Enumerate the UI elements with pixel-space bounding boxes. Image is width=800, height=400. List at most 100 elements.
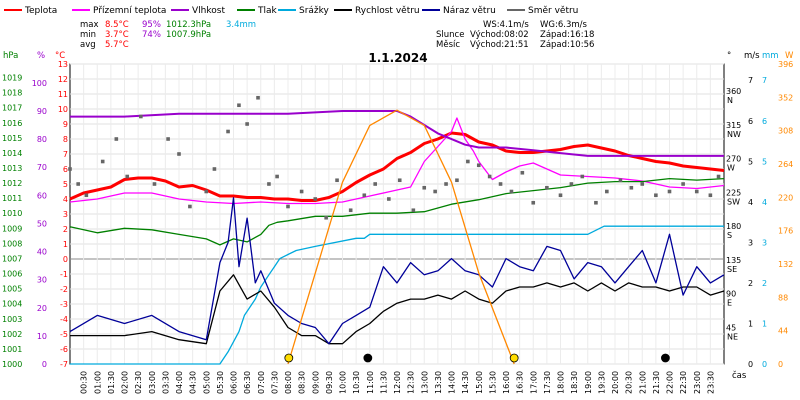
stats-min-pressure: 1007.9hPa: [166, 30, 211, 40]
direction-tick-label: 270: [726, 155, 741, 164]
time-tick-label: 15:00: [475, 371, 484, 394]
time-tick-label: 21:30: [652, 371, 661, 394]
wind-direction-point: [84, 193, 89, 198]
pressure-tick-label: 1003: [2, 315, 22, 324]
time-tick-label: 02:00: [121, 371, 130, 394]
time-tick-label: 19:00: [584, 371, 593, 394]
axes-layer: 131211109876543210-1-2-3-4-5-6-710191018…: [2, 60, 793, 394]
rain-tick-label: 3: [762, 238, 767, 247]
temp-tick-label: 1: [63, 240, 68, 249]
pressure-tick-label: 1014: [2, 149, 22, 158]
time-tick-label: 16:00: [502, 371, 511, 394]
wind-direction-point: [422, 185, 427, 190]
pressure-tick-label: 1004: [2, 300, 22, 309]
time-tick-label: 07:00: [257, 371, 266, 394]
pressure-tick-label: 1005: [2, 285, 22, 294]
temp-tick-label: 2: [63, 225, 68, 234]
stats-max-pressure: 1012.3hPa: [166, 20, 211, 30]
wind-direction-point: [166, 137, 170, 141]
info-sun-label: Slunce: [436, 30, 464, 40]
pressure-tick-label: 1009: [2, 224, 22, 233]
temp-tick-label: -2: [60, 285, 68, 294]
wind-direction-point: [256, 95, 260, 100]
time-tick-label: 10:00: [339, 371, 348, 394]
time-tick-label: 14:00: [448, 371, 457, 394]
time-tick-label: 09:00: [311, 371, 320, 394]
time-tick-label: 06:00: [230, 371, 239, 394]
wind-direction-point: [594, 200, 598, 205]
rain-tick-label: 7: [762, 76, 767, 85]
wind-direction-point: [204, 189, 209, 194]
direction-compass-label: S: [727, 231, 732, 240]
pressure-tick-label: 1011: [2, 194, 22, 203]
time-tick-label: 09:30: [325, 371, 334, 394]
legend-label-srazky: Srážky: [299, 6, 330, 16]
info-moon-label: Měsíc: [436, 40, 460, 50]
wind-direction-point: [313, 197, 318, 201]
wind-direction-point: [335, 178, 339, 183]
stats-max-rain: 3.4mm: [226, 20, 256, 30]
wind-direction-point: [444, 182, 448, 186]
series-line-vlhkost: [70, 110, 724, 157]
temp-tick-label: 5: [63, 180, 68, 189]
time-tick-label: 06:30: [243, 371, 252, 394]
wind-direction-point: [476, 163, 481, 168]
series-line-prizemni-teplota: [69, 117, 725, 205]
solar-tick-label: 308: [778, 127, 793, 136]
sunset-marker: [509, 353, 519, 363]
temp-tick-label: -7: [60, 360, 68, 369]
stats-min-label: min: [80, 30, 96, 40]
time-tick-label: 01:00: [93, 371, 102, 394]
wind-direction-point: [212, 167, 217, 171]
time-tick-label: 04:00: [175, 371, 184, 394]
wind-direction-point: [618, 178, 623, 183]
wind-direction-point: [640, 182, 645, 186]
wind-direction-point: [487, 174, 492, 179]
time-tick-label: 19:30: [597, 371, 606, 394]
wind-direction-point: [152, 182, 157, 186]
time-tick-label: 15:30: [488, 371, 497, 394]
time-tick-label: 21:00: [638, 371, 647, 394]
humidity-tick-label: 30: [37, 276, 47, 285]
wind-tick-label: 2: [748, 279, 753, 288]
stats-max-humidity: 95%: [142, 20, 161, 30]
legend-label-smer-vetru: Směr větru: [528, 6, 578, 16]
wind-direction-point: [433, 189, 437, 194]
temp-tick-label: -4: [60, 315, 68, 324]
wind-direction-point: [466, 159, 470, 164]
legend: Teplota Přízemní teplota Vlhkost Tlak Sr…: [4, 6, 578, 16]
series-line-naraz-vetru: [69, 197, 725, 345]
wind-direction-point: [654, 193, 658, 198]
solar-tick-label: 132: [778, 260, 793, 269]
humidity-tick-label: 0: [42, 360, 47, 369]
direction-tick-label: 180: [726, 222, 741, 231]
pressure-tick-label: 1010: [2, 209, 22, 218]
info-wind-speed: WS:4.1m/s: [483, 20, 529, 30]
time-tick-label: 12:30: [407, 371, 416, 394]
temp-tick-label: 4: [63, 195, 68, 204]
time-tick-label: 13:00: [420, 371, 429, 394]
wind-direction-point: [324, 215, 328, 220]
wind-direction-point: [455, 178, 459, 183]
wind-direction-point: [139, 114, 143, 119]
time-tick-label: 11:00: [366, 371, 375, 394]
rain-tick-label: 4: [762, 198, 767, 207]
time-tick-label: 03:30: [161, 371, 170, 394]
wind-direction-point: [245, 122, 249, 126]
wind-direction-point: [275, 174, 279, 179]
time-tick-label: 11:30: [379, 371, 388, 394]
wind-direction-point: [531, 200, 536, 205]
time-tick-label: 02:30: [134, 371, 143, 394]
temp-tick-label: 7: [63, 150, 68, 159]
wind-direction-point: [267, 182, 271, 186]
temp-tick-label: 9: [63, 120, 68, 129]
stats-max-temp: 8.5°C: [105, 20, 129, 30]
pressure-tick-label: 1006: [2, 270, 22, 279]
time-tick-label: 08:30: [298, 371, 307, 394]
temp-tick-label: 0: [63, 255, 68, 264]
direction-tick-label: 360: [726, 87, 741, 96]
solar-tick-label: 0: [778, 360, 783, 369]
solar-tick-label: 264: [778, 160, 793, 169]
wind-direction-point: [226, 129, 230, 134]
